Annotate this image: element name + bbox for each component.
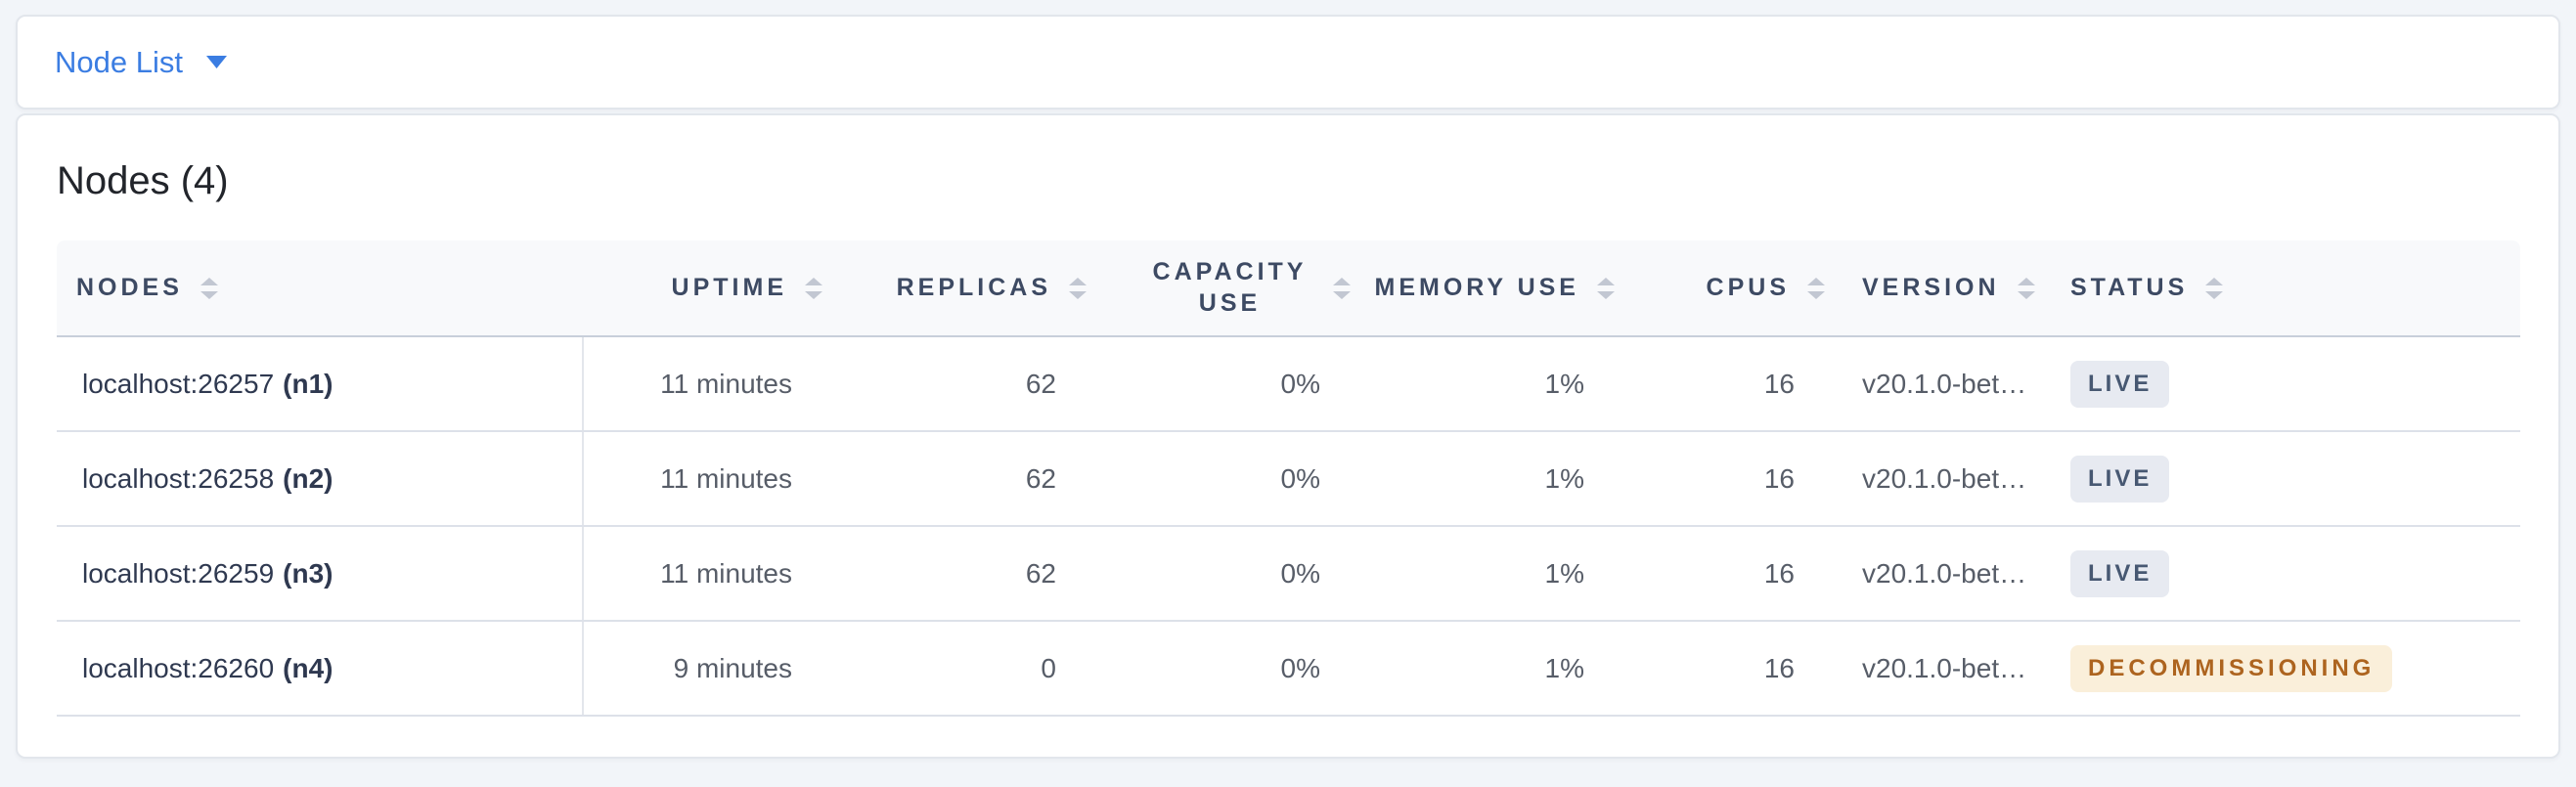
- column-header-uptime[interactable]: Uptime: [583, 240, 828, 337]
- uptime-cell: 11 minutes: [583, 526, 828, 622]
- table-header-row: Nodes Uptime Replicas: [57, 240, 2520, 337]
- status-badge: LIVE: [2070, 549, 2170, 597]
- column-label: Version: [1862, 273, 2000, 301]
- memory-use-cell: 1%: [1356, 431, 1621, 527]
- status-badge: LIVE: [2070, 455, 2170, 503]
- nodes-table: Nodes Uptime Replicas: [57, 240, 2520, 717]
- node-address: localhost:26260: [82, 652, 275, 683]
- table-row: localhost:26258 (n2) 11 minutes 62 0% 1% …: [57, 431, 2520, 527]
- column-header-cpus[interactable]: CPUs: [1621, 240, 1831, 337]
- nodes-panel: Nodes (4) Nodes Uptime: [16, 113, 2560, 759]
- column-header-nodes[interactable]: Nodes: [57, 240, 583, 337]
- version-cell: v20.1.0-bet…: [1831, 336, 2041, 432]
- replicas-cell: 62: [828, 336, 1092, 432]
- view-selector-label: Node List: [55, 44, 183, 79]
- sort-icon: [1333, 277, 1351, 299]
- sort-icon: [200, 277, 218, 299]
- version-cell: v20.1.0-bet…: [1831, 621, 2041, 717]
- column-label: Status: [2070, 273, 2189, 301]
- table-row: localhost:26260 (n4) 9 minutes 0 0% 1% 16…: [57, 621, 2520, 717]
- column-label: Uptime: [671, 273, 787, 301]
- table-row: localhost:26257 (n1) 11 minutes 62 0% 1% …: [57, 336, 2520, 432]
- caret-down-icon: [205, 56, 227, 68]
- memory-use-cell: 1%: [1356, 621, 1621, 717]
- node-address-cell: localhost:26260 (n4): [57, 621, 584, 717]
- cpus-cell: 16: [1621, 621, 1831, 717]
- sort-icon: [805, 277, 822, 299]
- page-title: Nodes (4): [57, 159, 229, 202]
- status-cell: DECOMMISSIONING: [2041, 621, 2520, 717]
- version-cell: v20.1.0-bet…: [1831, 526, 2041, 622]
- node-id: (n2): [283, 462, 333, 494]
- replicas-cell: 0: [828, 621, 1092, 717]
- table-row: localhost:26259 (n3) 11 minutes 62 0% 1% …: [57, 526, 2520, 622]
- sort-icon: [2017, 277, 2035, 299]
- sort-icon: [2205, 277, 2224, 299]
- capacity-use-cell: 0%: [1092, 526, 1356, 622]
- column-label: Memory Use: [1374, 273, 1579, 301]
- column-header-capacity-use[interactable]: Capacity Use: [1092, 240, 1356, 337]
- column-header-memory-use[interactable]: Memory Use: [1356, 240, 1621, 337]
- view-selector[interactable]: Node List: [55, 45, 227, 80]
- sort-icon: [1597, 277, 1615, 299]
- sort-icon: [1069, 277, 1087, 299]
- node-id: (n3): [283, 557, 333, 589]
- node-address-cell: localhost:26259 (n3): [57, 526, 584, 622]
- version-cell: v20.1.0-bet…: [1831, 431, 2041, 527]
- column-header-version[interactable]: Version: [1831, 240, 2041, 337]
- memory-use-cell: 1%: [1356, 336, 1621, 432]
- node-address: localhost:26257: [82, 368, 275, 399]
- capacity-use-cell: 0%: [1092, 336, 1356, 432]
- uptime-cell: 11 minutes: [583, 336, 828, 432]
- replicas-cell: 62: [828, 431, 1092, 527]
- status-cell: LIVE: [2041, 431, 2520, 527]
- status-cell: LIVE: [2041, 336, 2520, 432]
- node-address: localhost:26258: [82, 462, 275, 494]
- node-id: (n1): [283, 368, 333, 399]
- column-label: Replicas: [896, 273, 1051, 301]
- uptime-cell: 9 minutes: [583, 621, 828, 717]
- column-label: Nodes: [76, 273, 183, 301]
- capacity-use-cell: 0%: [1092, 621, 1356, 717]
- uptime-cell: 11 minutes: [583, 431, 828, 527]
- column-label: CPUs: [1706, 273, 1790, 301]
- capacity-use-cell: 0%: [1092, 431, 1356, 527]
- cpus-cell: 16: [1621, 336, 1831, 432]
- status-badge: DECOMMISSIONING: [2070, 644, 2393, 692]
- node-address-cell: localhost:26258 (n2): [57, 431, 584, 527]
- status-cell: LIVE: [2041, 526, 2520, 622]
- cpus-cell: 16: [1621, 431, 1831, 527]
- sort-icon: [1807, 277, 1825, 299]
- column-label: Capacity Use: [1152, 258, 1308, 317]
- node-address-cell: localhost:26257 (n1): [57, 336, 584, 432]
- node-address: localhost:26259: [82, 557, 275, 589]
- replicas-cell: 62: [828, 526, 1092, 622]
- column-header-replicas[interactable]: Replicas: [828, 240, 1092, 337]
- status-badge: LIVE: [2070, 360, 2170, 408]
- cpus-cell: 16: [1621, 526, 1831, 622]
- memory-use-cell: 1%: [1356, 526, 1621, 622]
- column-header-status[interactable]: Status: [2041, 240, 2520, 337]
- view-selector-card: Node List: [16, 15, 2560, 109]
- node-id: (n4): [283, 652, 333, 683]
